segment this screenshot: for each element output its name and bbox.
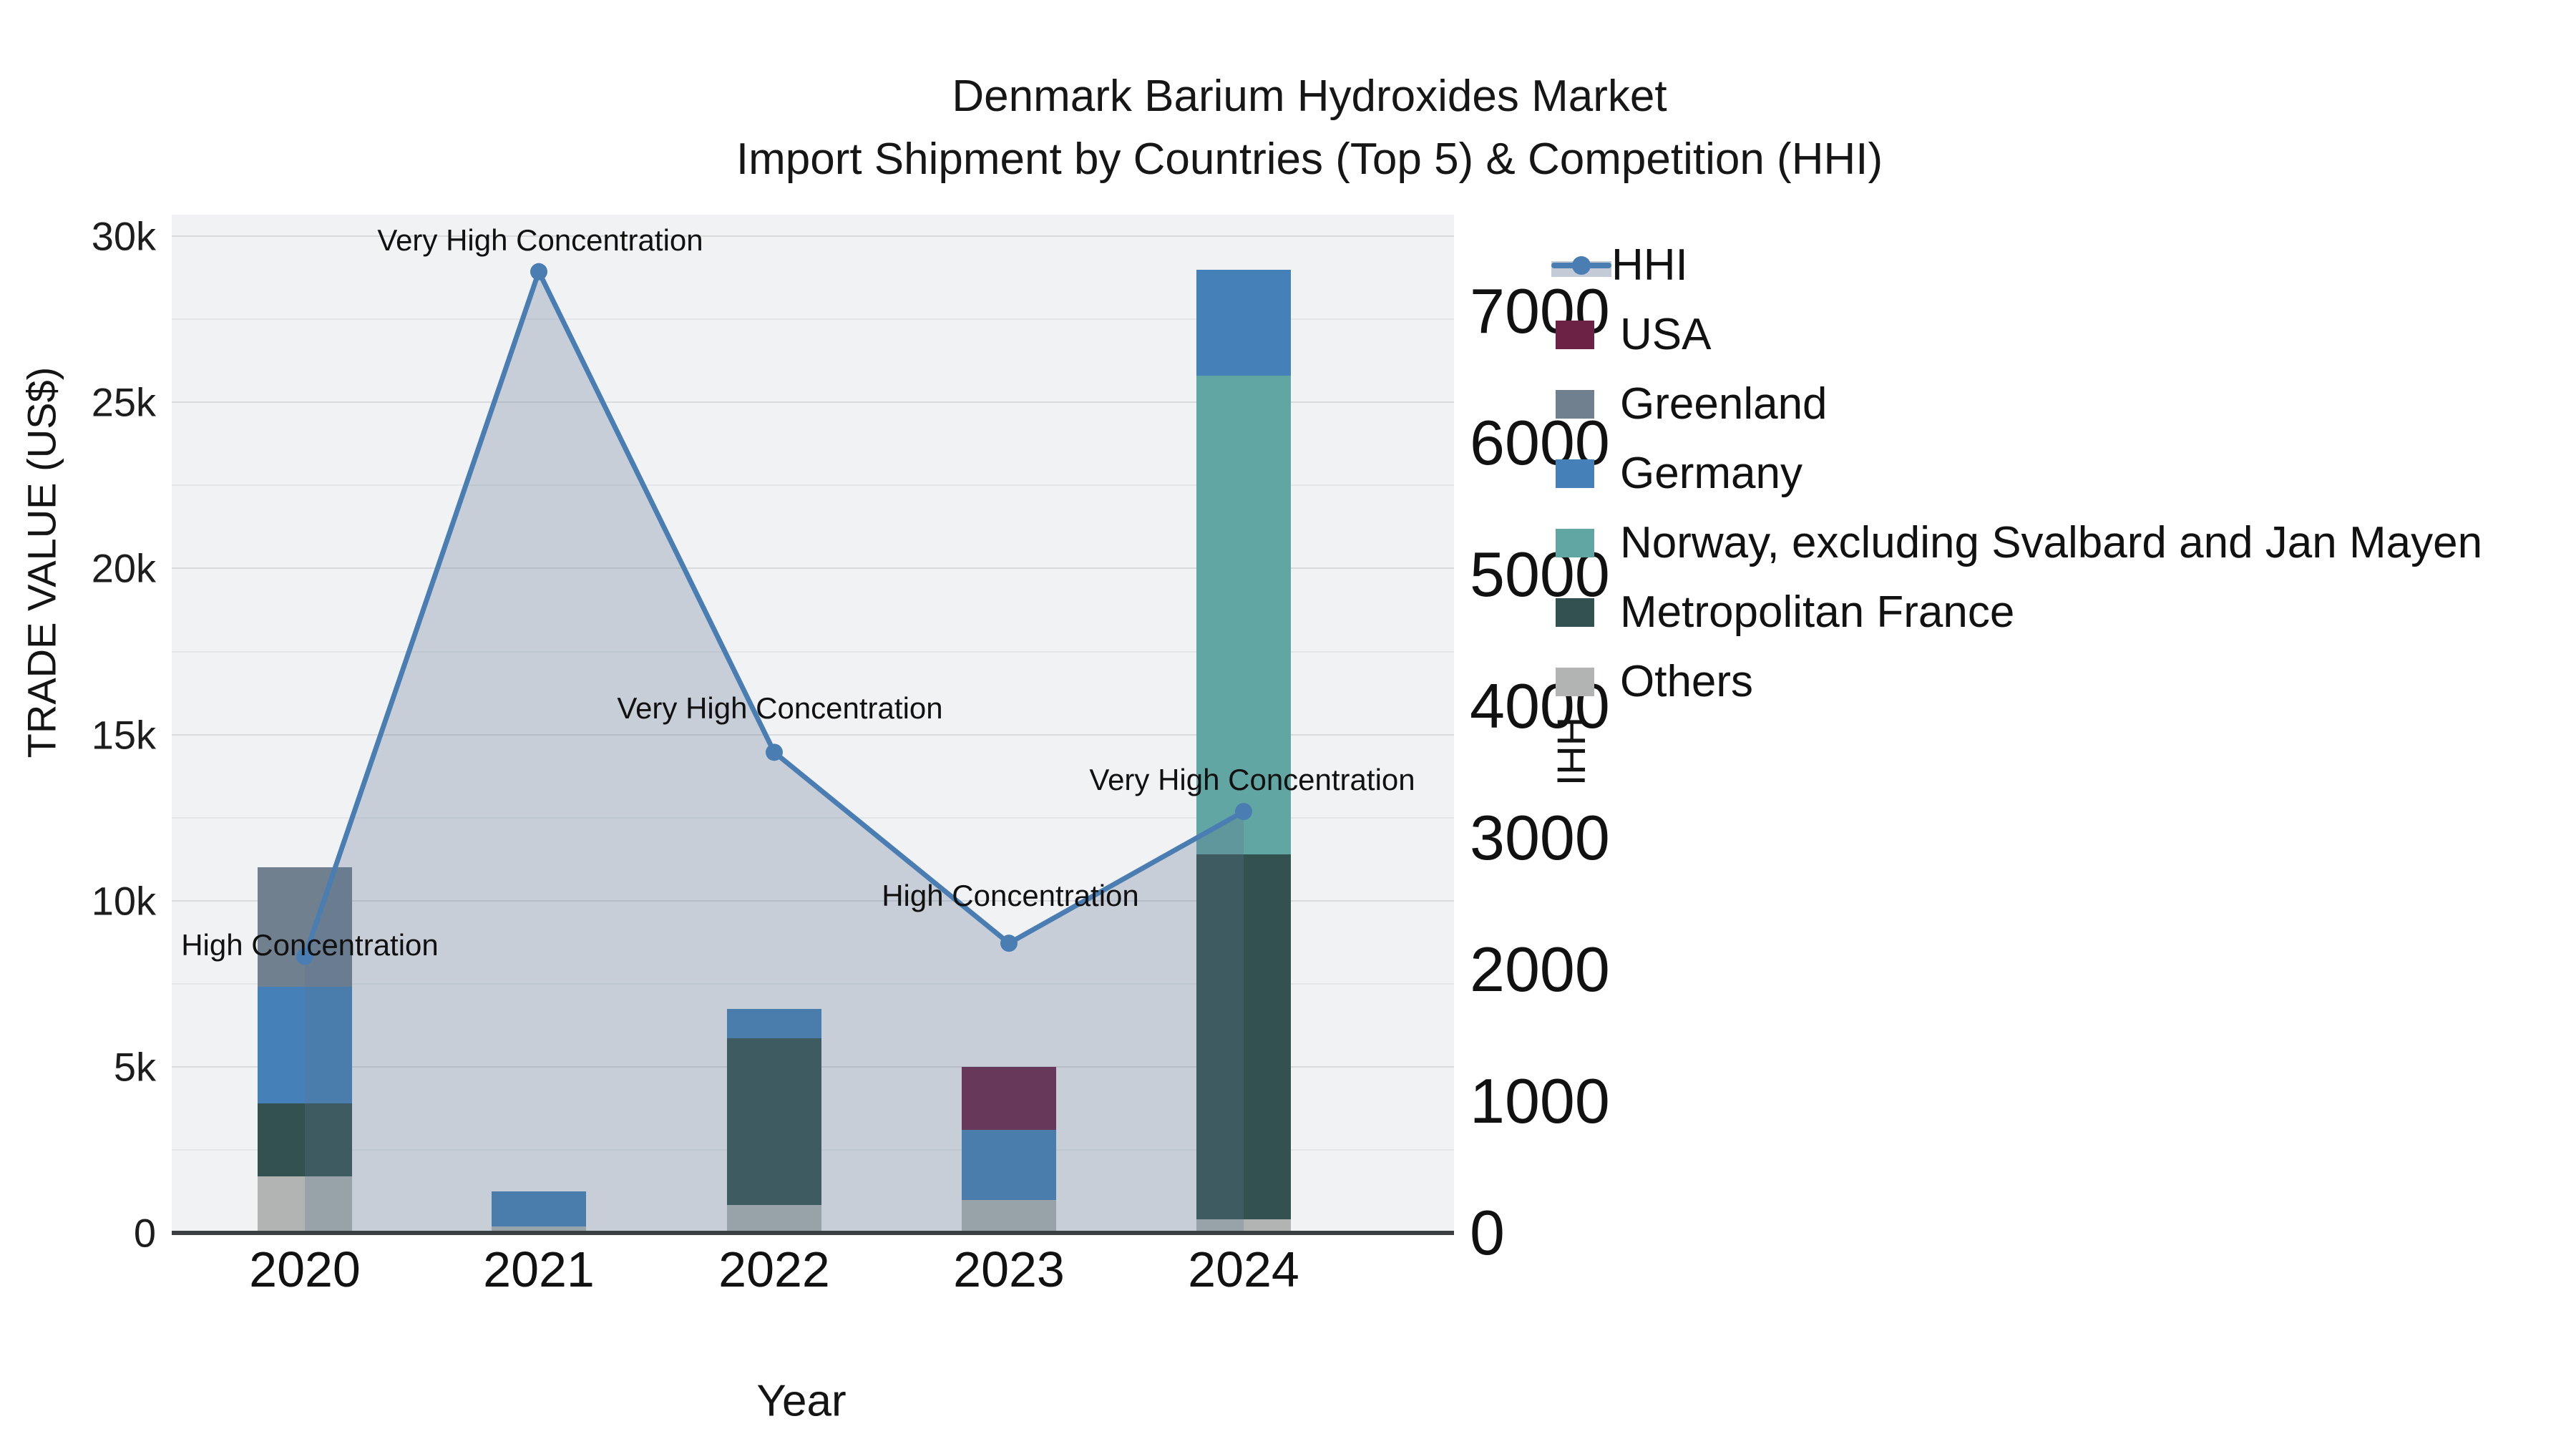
bar-segment-2020-greenland[interactable] xyxy=(258,867,352,987)
bar-segment-2024-norway-excluding-svalbard-and-jan-mayen[interactable] xyxy=(1196,376,1291,854)
y-axis-title-right: HHI xyxy=(1548,716,1594,786)
legend-item-label: Others xyxy=(1620,657,1754,706)
y-left-tick-15k: 15k xyxy=(91,712,156,758)
legend-item-metropolitan-france[interactable]: Metropolitan France xyxy=(1551,577,2482,647)
y-right-tick-3000: 3000 xyxy=(1470,801,1610,873)
annotation-2021: Very High Concentration xyxy=(377,223,703,257)
bar-segment-2021-others[interactable] xyxy=(492,1226,586,1233)
bar-segment-2023-usa[interactable] xyxy=(962,1066,1056,1131)
gridline xyxy=(172,235,1454,238)
bar-segment-2024-others[interactable] xyxy=(1196,1219,1291,1233)
x-tick-2023: 2023 xyxy=(953,1241,1065,1297)
gridline xyxy=(172,318,1454,321)
legend-item-label: USA xyxy=(1620,310,1712,359)
y-right-tick-1000: 1000 xyxy=(1470,1065,1610,1136)
gridline xyxy=(172,733,1454,736)
x-tick-2020: 2020 xyxy=(249,1241,361,1297)
legend-item-others[interactable]: Others xyxy=(1551,647,2482,716)
gridline xyxy=(172,816,1454,819)
annotation-2023: High Concentration xyxy=(882,879,1139,913)
hhi-line-icon xyxy=(1551,251,1611,280)
gridline xyxy=(172,567,1454,570)
bar-segment-2020-others[interactable] xyxy=(258,1176,352,1233)
gridline xyxy=(172,650,1454,653)
legend-item-label: Greenland xyxy=(1620,379,1828,429)
annotation-2022: Very High Concentration xyxy=(617,691,943,726)
legend-item-label: Norway, excluding Svalbard and Jan Mayen xyxy=(1620,518,2483,567)
x-tick-2021: 2021 xyxy=(483,1241,595,1297)
legend: HHI USA Greenland Germany Norway, excluding … xyxy=(1551,230,2482,716)
gridline xyxy=(172,484,1454,487)
legend-item-norway-excluding-svalbard-and-jan-mayen[interactable]: Norway, excluding Svalbard and Jan Mayen xyxy=(1551,508,2482,577)
bar-segment-2022-others[interactable] xyxy=(727,1204,821,1233)
y-left-tick-25k: 25k xyxy=(91,379,156,425)
legend-item-label: HHI xyxy=(1611,240,1688,290)
legend-swatch-icon xyxy=(1556,667,1594,696)
y-left-tick-5k: 5k xyxy=(113,1044,156,1090)
y-right-tick-2000: 2000 xyxy=(1470,933,1610,1005)
legend-item-usa[interactable]: USA xyxy=(1551,300,2482,369)
legend-item-hhi[interactable]: HHI xyxy=(1551,230,2482,300)
legend-item-greenland[interactable]: Greenland xyxy=(1551,369,2482,439)
bar-segment-2023-germany[interactable] xyxy=(962,1130,1056,1200)
y-left-tick-30k: 30k xyxy=(91,213,156,259)
hhi-marker-2020[interactable] xyxy=(296,947,313,965)
x-axis-title: Year xyxy=(756,1376,847,1426)
legend-item-label: Metropolitan France xyxy=(1620,587,2015,637)
y-left-tick-10k: 10k xyxy=(91,878,156,924)
y-axis-title-left: TRADE VALUE (US$) xyxy=(19,366,64,758)
legend-swatch-icon xyxy=(1556,528,1594,557)
annotation-2024: Very High Concentration xyxy=(1089,763,1415,797)
hhi-marker-2021[interactable] xyxy=(530,263,547,280)
x-tick-2024: 2024 xyxy=(1188,1241,1299,1297)
x-tick-2022: 2022 xyxy=(718,1241,830,1297)
chart-title-line1: Denmark Barium Hydroxides Market xyxy=(952,72,1667,121)
y-right-tick-0: 0 xyxy=(1470,1197,1505,1268)
legend-item-germany[interactable]: Germany xyxy=(1551,439,2482,508)
hhi-legend-dot xyxy=(1572,255,1591,275)
legend-swatch-icon xyxy=(1556,320,1594,349)
y-left-tick-20k: 20k xyxy=(91,545,156,591)
chart-title-line2: Import Shipment by Countries (Top 5) & C… xyxy=(736,135,1883,184)
y-left-tick-0: 0 xyxy=(133,1210,156,1256)
hhi-marker-2023[interactable] xyxy=(1000,935,1018,952)
bar-segment-2023-others[interactable] xyxy=(962,1199,1056,1233)
bar-segment-2022-germany[interactable] xyxy=(727,1008,821,1039)
annotation-2020: High Concentration xyxy=(181,927,439,962)
legend-swatch-icon xyxy=(1556,597,1594,627)
bar-segment-2022-metropolitan-france[interactable] xyxy=(727,1038,821,1205)
bar-segment-2024-metropolitan-france[interactable] xyxy=(1196,854,1291,1220)
bar-segment-2024-germany[interactable] xyxy=(1196,269,1291,376)
legend-item-label: Germany xyxy=(1620,449,1802,498)
hhi-marker-2022[interactable] xyxy=(766,743,783,761)
legend-swatch-icon xyxy=(1556,459,1594,488)
x-axis-line xyxy=(172,1231,1454,1235)
gridline xyxy=(172,401,1454,404)
bar-segment-2020-germany[interactable] xyxy=(258,987,352,1103)
legend-swatch-icon xyxy=(1556,389,1594,419)
bar-segment-2020-metropolitan-france[interactable] xyxy=(258,1103,352,1177)
bar-segment-2021-germany[interactable] xyxy=(492,1191,586,1226)
hhi-marker-2024[interactable] xyxy=(1235,803,1252,821)
gridline xyxy=(172,899,1454,902)
gridline xyxy=(172,982,1454,985)
